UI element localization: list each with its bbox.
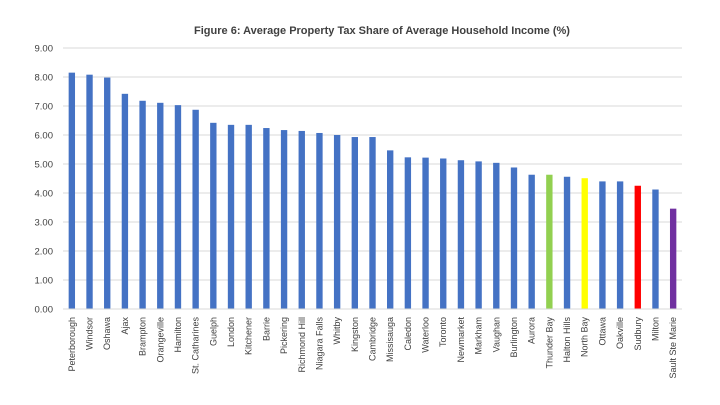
x-tick-label: Halton Hills <box>562 317 572 363</box>
bar <box>440 158 447 309</box>
x-tick-label: Waterloo <box>421 317 431 353</box>
x-tick-label: Toronto <box>438 317 448 347</box>
x-tick-label: Orangeville <box>155 317 165 363</box>
bar <box>669 208 677 309</box>
bar <box>510 167 518 309</box>
x-tick-label: Aurora <box>527 317 537 344</box>
x-tick-label: Niagara Falls <box>314 317 324 371</box>
bar <box>174 105 182 309</box>
bar <box>139 100 146 309</box>
y-tick-label: 4.00 <box>35 189 54 200</box>
x-tick-label: Kingston <box>350 317 360 352</box>
x-tick-label: Peterborough <box>67 317 77 372</box>
bar <box>528 174 535 309</box>
x-tick-label: Barrie <box>261 317 271 341</box>
bar <box>599 181 606 309</box>
bar <box>475 161 482 309</box>
y-tick-label: 6.00 <box>35 131 54 142</box>
y-tick-label: 9.00 <box>35 44 54 55</box>
x-tick-label: Pickering <box>279 317 289 354</box>
x-tick-label: Whitby <box>332 317 342 345</box>
bar <box>616 181 624 309</box>
y-tick-label: 2.00 <box>35 247 54 258</box>
x-tick-label: Brampton <box>138 317 148 356</box>
bar <box>316 132 323 309</box>
x-tick-label: North Bay <box>580 317 590 358</box>
x-tick-label: Cambridge <box>368 317 378 361</box>
bar <box>298 130 305 309</box>
bar <box>351 137 358 309</box>
bar <box>634 185 641 309</box>
x-tick-label: Sault Ste Marie <box>668 317 678 379</box>
y-tick-label: 0.00 <box>35 305 54 316</box>
bar <box>210 122 217 309</box>
y-axis-ticks: 0.00 1.00 2.00 3.00 4.00 5.00 6.00 7.00 8.00 9.00 <box>35 44 54 316</box>
x-tick-label: Oakville <box>615 317 625 349</box>
bar <box>546 174 553 309</box>
x-tick-label: Missisauga <box>385 317 395 362</box>
x-tick-label: Oshawa <box>102 317 112 350</box>
x-tick-label: Caledon <box>403 317 413 351</box>
bar <box>68 72 76 310</box>
x-tick-label: Ottawa <box>597 317 607 346</box>
x-tick-label: Guelph <box>208 317 218 346</box>
y-tick-label: 5.00 <box>35 160 54 171</box>
bar <box>493 162 500 309</box>
x-tick-label: Thunder Bay <box>544 317 554 369</box>
bar <box>121 93 129 309</box>
x-tick-label: St. Catharines <box>191 317 201 375</box>
x-tick-label: Vaughan <box>491 317 501 352</box>
x-tick-label: Markham <box>474 317 484 355</box>
y-tick-label: 7.00 <box>35 102 54 113</box>
bar <box>387 150 394 309</box>
bar <box>157 102 164 309</box>
bar <box>581 178 588 309</box>
bar <box>369 137 376 309</box>
x-tick-label: Hamilton <box>173 317 183 353</box>
bar <box>404 157 412 309</box>
bar <box>280 130 288 309</box>
bar <box>422 157 429 309</box>
y-tick-label: 1.00 <box>35 276 54 287</box>
bar <box>104 77 111 309</box>
bar <box>227 124 235 309</box>
x-tick-label: Richmond Hill <box>297 317 307 373</box>
chart-title: Figure 6: Average Property Tax Share of … <box>194 25 570 37</box>
x-tick-label: Milton <box>650 317 660 341</box>
x-tick-label: Kitchener <box>244 317 254 355</box>
bar <box>333 135 341 309</box>
bar <box>86 74 93 310</box>
bar <box>563 176 571 309</box>
x-axis-ticks: Peterborough Windsor Oshawa Ajax Brampton Ora… <box>67 317 678 379</box>
x-tick-label: Sudbury <box>633 317 643 351</box>
x-tick-label: Windsor <box>85 317 95 350</box>
x-tick-label: Newmarket <box>456 317 466 363</box>
y-tick-label: 8.00 <box>35 73 54 84</box>
bar <box>192 109 199 310</box>
y-tick-label: 3.00 <box>35 218 54 229</box>
bar <box>457 160 465 309</box>
bars <box>68 72 677 310</box>
bar <box>245 124 252 309</box>
x-tick-label: Burlington <box>509 317 519 358</box>
bar <box>652 189 659 309</box>
x-tick-label: London <box>226 317 236 347</box>
bar <box>263 128 270 309</box>
x-tick-label: Ajax <box>120 317 130 335</box>
